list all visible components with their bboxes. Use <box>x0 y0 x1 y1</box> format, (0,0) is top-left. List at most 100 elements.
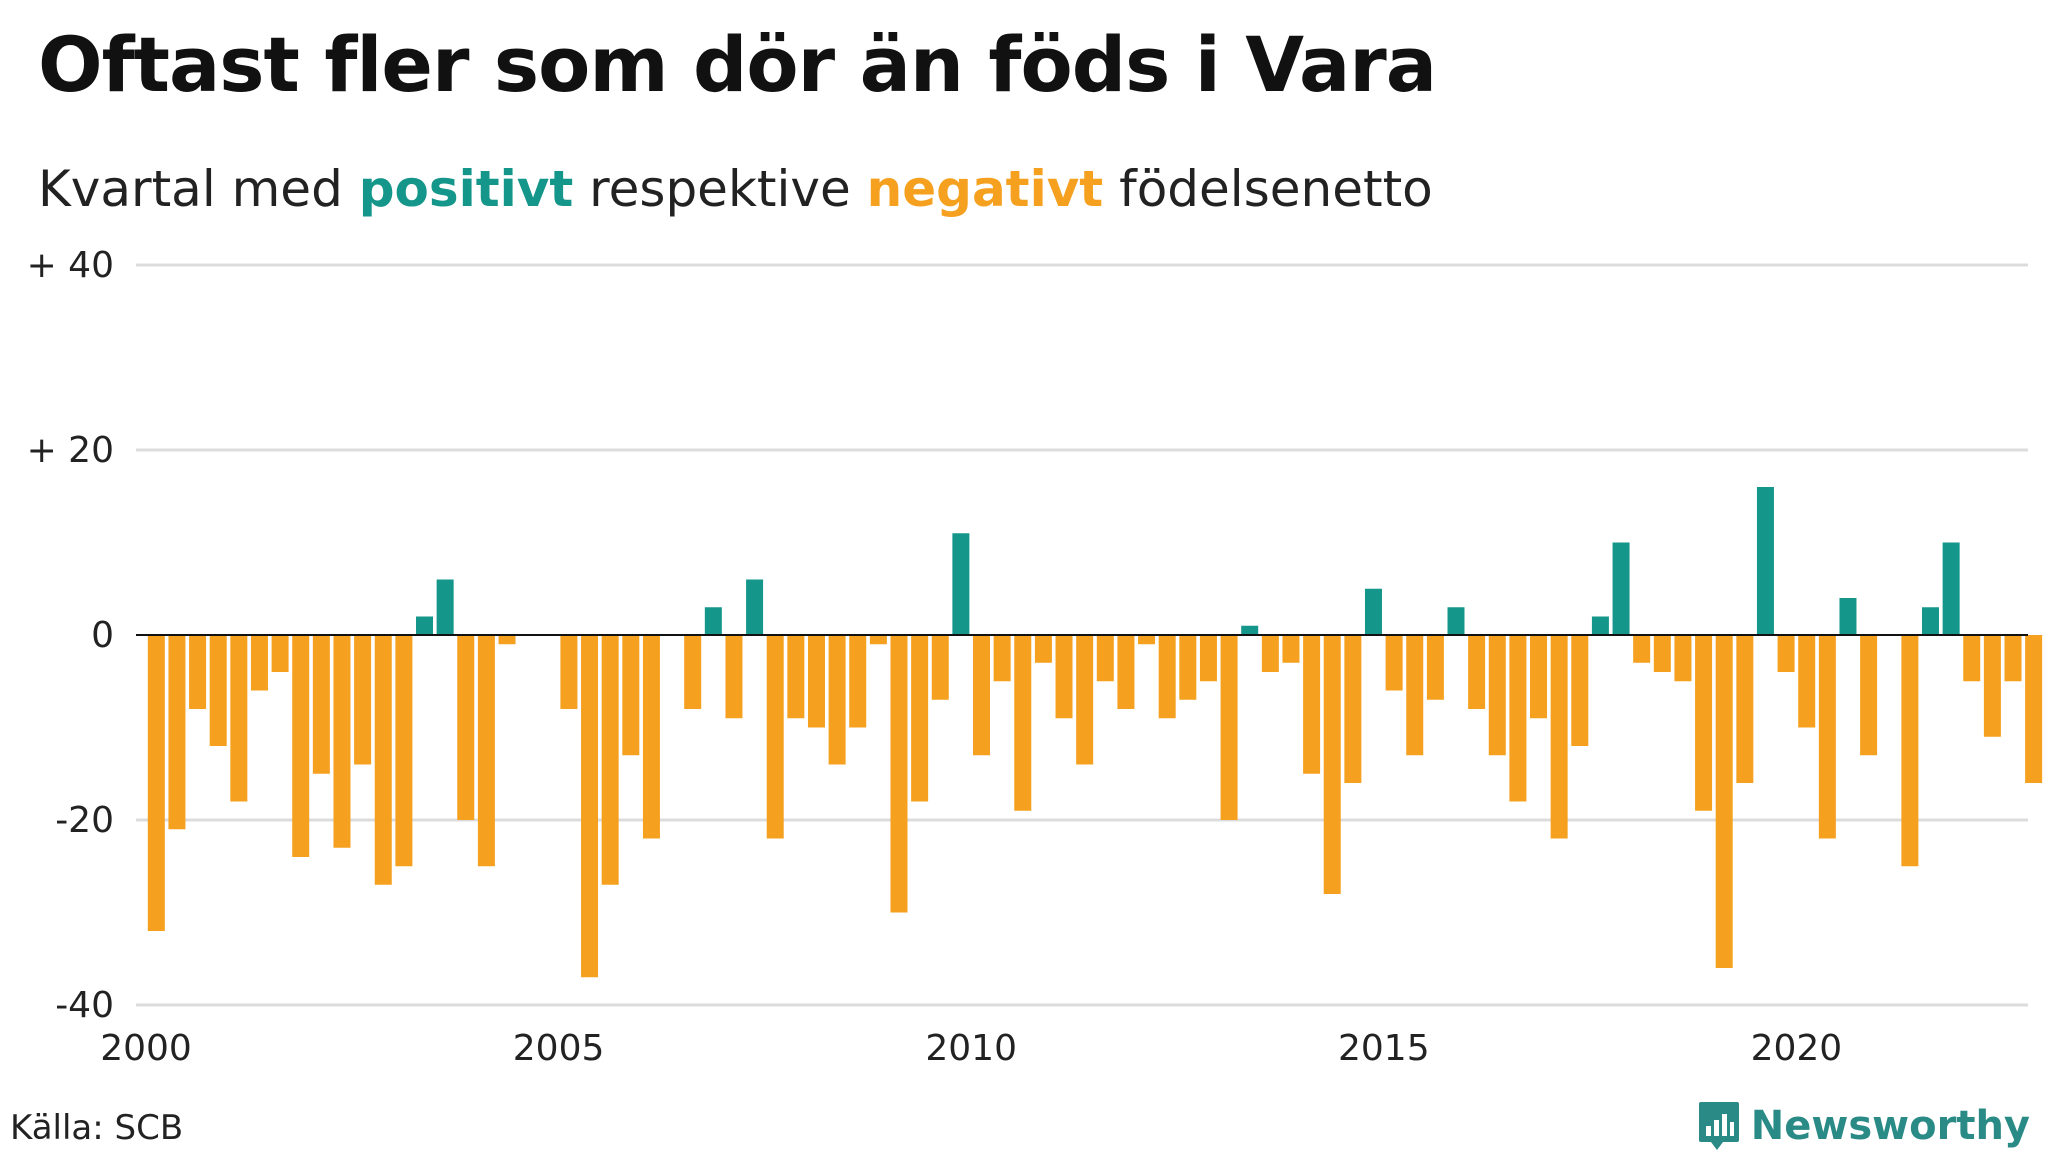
newsworthy-brand: Newsworthy <box>1697 1096 2030 1156</box>
subtitle-positive-label: positivt <box>358 160 574 218</box>
grid-lines <box>136 263 2028 1007</box>
bar <box>1571 635 1589 746</box>
bar <box>1839 598 1857 635</box>
bar <box>1901 635 1919 867</box>
brand-name: Newsworthy <box>1750 1103 2030 1149</box>
bar <box>787 635 805 719</box>
bar <box>1591 616 1609 635</box>
bar <box>725 635 743 719</box>
y-tick-label: + 20 <box>27 430 114 471</box>
bars <box>147 487 2043 978</box>
bar <box>292 635 310 857</box>
bar <box>477 635 495 867</box>
bar <box>1777 635 1795 672</box>
bar <box>354 635 372 765</box>
bar <box>993 635 1011 682</box>
bar <box>1282 635 1300 663</box>
bar <box>1818 635 1836 839</box>
bar <box>1983 635 2001 737</box>
bar <box>1798 635 1816 728</box>
bar <box>1385 635 1403 691</box>
bar <box>1942 542 1960 635</box>
bar <box>1695 635 1713 811</box>
bar <box>581 635 599 978</box>
bar <box>374 635 392 885</box>
bar <box>271 635 289 672</box>
bar <box>1550 635 1568 839</box>
bar <box>168 635 186 830</box>
x-tick-label: 2000 <box>100 1028 192 1069</box>
bar <box>333 635 351 848</box>
bar <box>457 635 475 820</box>
bar <box>1488 635 1506 756</box>
bar <box>1633 635 1651 663</box>
bar <box>1199 635 1217 682</box>
bar <box>684 635 702 709</box>
bar <box>1860 635 1878 756</box>
bar <box>1468 635 1486 709</box>
bar <box>1756 487 1774 635</box>
bar <box>209 635 227 746</box>
bar <box>849 635 867 728</box>
x-tick-label: 2010 <box>925 1028 1017 1069</box>
subtitle-text-end: födelsenetto <box>1103 160 1433 218</box>
bar <box>1034 635 1052 663</box>
bar <box>1674 635 1692 682</box>
bar <box>869 635 887 645</box>
bar <box>931 635 949 700</box>
bar <box>1014 635 1032 811</box>
bar <box>1447 607 1465 635</box>
bar <box>601 635 619 885</box>
bar <box>395 635 413 867</box>
bar <box>1509 635 1527 802</box>
bar-chart: + 40 + 20 0 -20 -40 2000 2005 2010 2015 2020 <box>27 245 2043 1069</box>
bar <box>1963 635 1981 682</box>
bar <box>1364 588 1382 635</box>
bar <box>230 635 248 802</box>
bar <box>1241 625 1259 635</box>
bar <box>1921 607 1939 635</box>
bar <box>642 635 660 839</box>
newsworthy-logo-icon <box>1698 1102 1739 1150</box>
bar <box>1653 635 1671 672</box>
bar <box>1323 635 1341 894</box>
source-credit: Källa: SCB <box>10 1108 184 1148</box>
y-axis: + 40 + 20 0 -20 -40 <box>27 245 114 1026</box>
bar <box>973 635 991 756</box>
bar <box>828 635 846 765</box>
bar <box>312 635 330 774</box>
bar <box>1612 542 1630 635</box>
bar <box>704 607 722 635</box>
bar <box>911 635 929 802</box>
bar <box>746 579 764 635</box>
bar <box>1158 635 1176 719</box>
subtitle-text-middle: respektive <box>573 160 867 218</box>
bar <box>416 616 433 635</box>
bar <box>250 635 268 691</box>
bar <box>2025 635 2043 783</box>
bar <box>1426 635 1444 700</box>
y-tick-label: 0 <box>91 615 114 656</box>
y-tick-label: + 40 <box>27 245 114 286</box>
x-tick-label: 2020 <box>1751 1028 1843 1069</box>
bar <box>952 533 970 635</box>
bar <box>1055 635 1073 719</box>
bar <box>1138 635 1156 645</box>
bar <box>189 635 207 709</box>
subtitle-text-start: Kvartal med <box>38 160 359 218</box>
bar <box>1344 635 1362 783</box>
bar <box>1076 635 1094 765</box>
bar <box>1406 635 1424 756</box>
bar <box>498 635 516 645</box>
bar <box>1736 635 1754 783</box>
subtitle-negative-label: negativt <box>866 160 1104 218</box>
x-tick-label: 2005 <box>513 1028 605 1069</box>
bar <box>890 635 908 913</box>
chart-subtitle: Kvartal med positivt respektive negativt… <box>38 160 1433 218</box>
bar <box>1715 635 1733 968</box>
bar <box>1220 635 1238 820</box>
bar <box>1179 635 1197 700</box>
bar <box>1303 635 1321 774</box>
bar <box>766 635 784 839</box>
bar <box>147 635 165 931</box>
